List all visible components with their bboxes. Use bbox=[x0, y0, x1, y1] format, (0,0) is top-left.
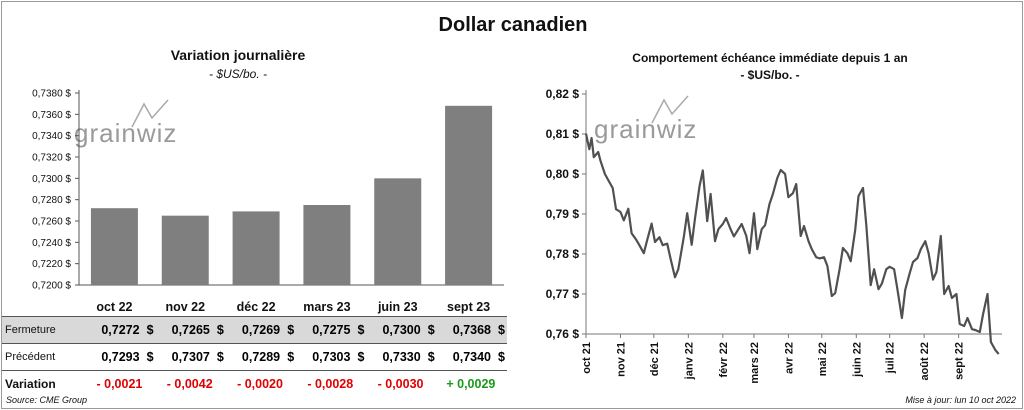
var-cell-2: - 0,0020 bbox=[237, 377, 283, 391]
category-label: juin 23 bbox=[377, 300, 418, 314]
page-title: Dollar canadien bbox=[438, 14, 588, 36]
price-series-line bbox=[584, 133, 1000, 355]
bar-2 bbox=[232, 211, 280, 285]
bar-4 bbox=[374, 178, 422, 285]
table-row-close: Fermeture 0,7272 $ 0,7265 $ 0,7269 $ 0,7275… bbox=[2, 316, 507, 344]
right-y-tick-label: 0,81 $ bbox=[546, 127, 580, 141]
table-row-previous: Précédent 0,7293 $ 0,7307 $ 0,7289 $ 0,7303… bbox=[2, 343, 507, 371]
right-x-tick-label: sept 22 bbox=[954, 342, 966, 380]
close-cell-3: 0,7275 $ bbox=[296, 316, 367, 344]
right-x-tick-label: juin 22 bbox=[851, 342, 863, 378]
right-x-tick-label: août 22 bbox=[919, 342, 931, 381]
close-cell-1: 0,7265 $ bbox=[155, 316, 226, 344]
right-chart-title: Comportement échéance immédiate depuis 1… bbox=[632, 51, 907, 65]
row-label: Fermeture bbox=[2, 316, 86, 344]
prev-cell-4: 0,7330 $ bbox=[366, 343, 437, 371]
y-tick-label: 0,7240 $ bbox=[32, 238, 71, 249]
close-cell-5: 0,7368 $ bbox=[436, 316, 507, 344]
prev-cell-0: 0,7293 $ bbox=[85, 343, 156, 371]
category-label: oct 22 bbox=[96, 300, 132, 314]
y-tick-label: 0,7320 $ bbox=[32, 153, 71, 164]
left-chart-subtitle: - $US/bo. - bbox=[209, 67, 267, 81]
right-y-tick-label: 0,77 $ bbox=[546, 287, 580, 301]
var-cell-0: - 0,0021 bbox=[96, 377, 143, 391]
var-cell-1: - 0,0042 bbox=[166, 377, 213, 391]
bar-1 bbox=[161, 215, 209, 285]
prev-cell-2: 0,7289 $ bbox=[225, 343, 297, 371]
row-label: Précédent bbox=[2, 343, 86, 371]
right-x-tick-label: juil 22 bbox=[885, 342, 897, 374]
right-x-tick-label: mai 22 bbox=[817, 342, 829, 376]
category-label: nov 22 bbox=[165, 300, 205, 314]
right-y-tick-label: 0,78 $ bbox=[546, 247, 580, 261]
right-x-tick-label: déc 21 bbox=[649, 342, 661, 376]
right-x-tick-label: avr 22 bbox=[783, 342, 795, 374]
right-x-tick-label: janv 22 bbox=[683, 342, 695, 380]
watermark-logo: grainwiz bbox=[74, 99, 177, 148]
y-tick-label: 0,7200 $ bbox=[32, 281, 71, 292]
right-x-tick-label: févr 22 bbox=[718, 342, 730, 377]
left-chart-title: Variation journalière bbox=[171, 47, 306, 63]
watermark-logo-right: grainwiz bbox=[594, 95, 697, 144]
var-cell-3: - 0,0028 bbox=[307, 377, 354, 391]
y-tick-label: 0,7220 $ bbox=[32, 259, 71, 270]
y-tick-label: 0,7280 $ bbox=[32, 195, 71, 206]
var-cell-4: - 0,0030 bbox=[377, 377, 424, 391]
right-chart-subtitle: - $US/bo. - bbox=[740, 68, 799, 82]
y-tick-label: 0,7380 $ bbox=[32, 89, 71, 100]
prev-cell-3: 0,7303 $ bbox=[296, 343, 367, 371]
table-row-variation: Variation - 0,0021 - 0,0042 - 0,0020 - 0… bbox=[2, 371, 507, 398]
svg-text:grainwiz: grainwiz bbox=[74, 118, 177, 148]
close-cell-4: 0,7300 $ bbox=[366, 316, 437, 344]
right-y-tick-label: 0,80 $ bbox=[546, 167, 580, 181]
source-note: Source: CME Group bbox=[6, 395, 88, 405]
category-label: sept 23 bbox=[447, 300, 490, 314]
y-tick-label: 0,7300 $ bbox=[32, 174, 71, 185]
right-y-tick-label: 0,79 $ bbox=[546, 207, 580, 221]
y-tick-label: 0,7260 $ bbox=[32, 217, 71, 228]
update-note: Mise à jour: lun 10 oct 2022 bbox=[905, 395, 1016, 405]
bar-5 bbox=[445, 105, 493, 285]
category-label: mars 23 bbox=[303, 300, 350, 314]
category-label: déc 22 bbox=[237, 300, 276, 314]
bar-3 bbox=[303, 205, 351, 285]
right-x-tick-label: oct 21 bbox=[581, 342, 593, 374]
right-x-tick-label: mars 22 bbox=[749, 342, 761, 384]
left-bar-chart: Variation journalière - $US/bo. - grainw… bbox=[32, 47, 504, 314]
row-label: Variation bbox=[5, 377, 56, 391]
right-x-tick-label: nov 21 bbox=[615, 342, 627, 377]
right-y-tick-label: 0,76 $ bbox=[546, 327, 580, 341]
svg-text:grainwiz: grainwiz bbox=[594, 114, 697, 144]
close-cell-0: 0,7272 $ bbox=[85, 316, 156, 344]
y-tick-label: 0,7340 $ bbox=[32, 131, 71, 142]
right-y-tick-label: 0,82 $ bbox=[546, 87, 580, 101]
prev-cell-5: 0,7340 $ bbox=[436, 343, 507, 371]
close-cell-2: 0,7269 $ bbox=[225, 316, 297, 344]
bar-0 bbox=[90, 208, 138, 285]
var-cell-5: + 0,0029 bbox=[446, 377, 496, 391]
price-table: Fermeture 0,7272 $ 0,7265 $ 0,7269 $ 0,7275… bbox=[2, 316, 507, 397]
y-tick-label: 0,7360 $ bbox=[32, 110, 71, 121]
prev-cell-1: 0,7307 $ bbox=[155, 343, 226, 371]
